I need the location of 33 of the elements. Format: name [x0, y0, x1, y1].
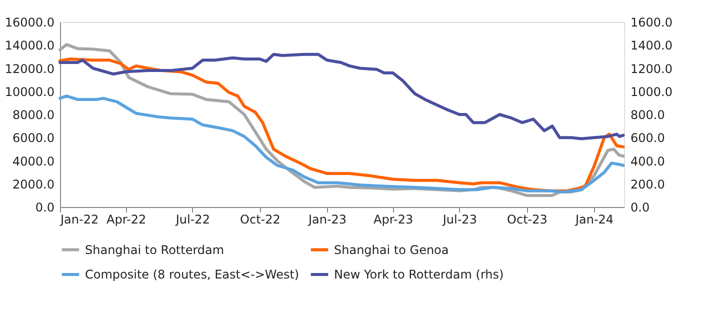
- x-tick-label: Jul-23: [442, 212, 477, 226]
- legend-label: Shanghai to Rotterdam: [85, 242, 224, 257]
- y-tick-label: 4000.0: [12, 154, 54, 168]
- x-tick-label: Apr-22: [106, 212, 146, 226]
- y-tick-label: 12000.0: [4, 62, 54, 76]
- x-tick-label: Oct-23: [507, 212, 548, 226]
- y-tick-label: 16000.0: [4, 16, 54, 30]
- legend-label: Shanghai to Genoa: [334, 242, 449, 257]
- x-tick-label: Jul-22: [174, 212, 210, 226]
- y2-tick-label: 400.0: [630, 154, 665, 168]
- y-tick-label: 14000.0: [4, 38, 54, 53]
- x-tick-label: Apr-23: [374, 212, 414, 226]
- line-series: [58, 94, 625, 194]
- line-series: [58, 52, 625, 140]
- y-tick-label: 6000.0: [12, 131, 54, 146]
- x-tick-label: Oct-22: [240, 212, 280, 226]
- y-tick-label: 2000.0: [12, 177, 54, 192]
- y2-tick-label: 1200.0: [630, 62, 672, 76]
- y2-tick-label: 1000.0: [630, 84, 672, 99]
- x-tick-label: Jan-24: [574, 212, 614, 226]
- y2-tick-label: 0.0: [630, 200, 650, 214]
- y-tick-label: 0.0: [35, 200, 54, 214]
- y2-tick-label: 1400.0: [630, 38, 672, 53]
- x-tick-label: Jan-22: [60, 212, 99, 226]
- y2-tick-label: 600.0: [630, 131, 665, 146]
- y2-tick-label: 200.0: [630, 177, 665, 192]
- legend-label: New York to Rotterdam (rhs): [334, 268, 504, 282]
- legend-label: Composite (8 routes, East<->West): [85, 268, 300, 282]
- y2-tick-label: 1600.0: [630, 16, 672, 30]
- x-tick-label: Jan-23: [307, 212, 347, 226]
- y-tick-label: 10000.0: [4, 84, 54, 99]
- y-tick-label: 8000.0: [12, 108, 54, 122]
- y2-tick-label: 800.0: [630, 108, 665, 122]
